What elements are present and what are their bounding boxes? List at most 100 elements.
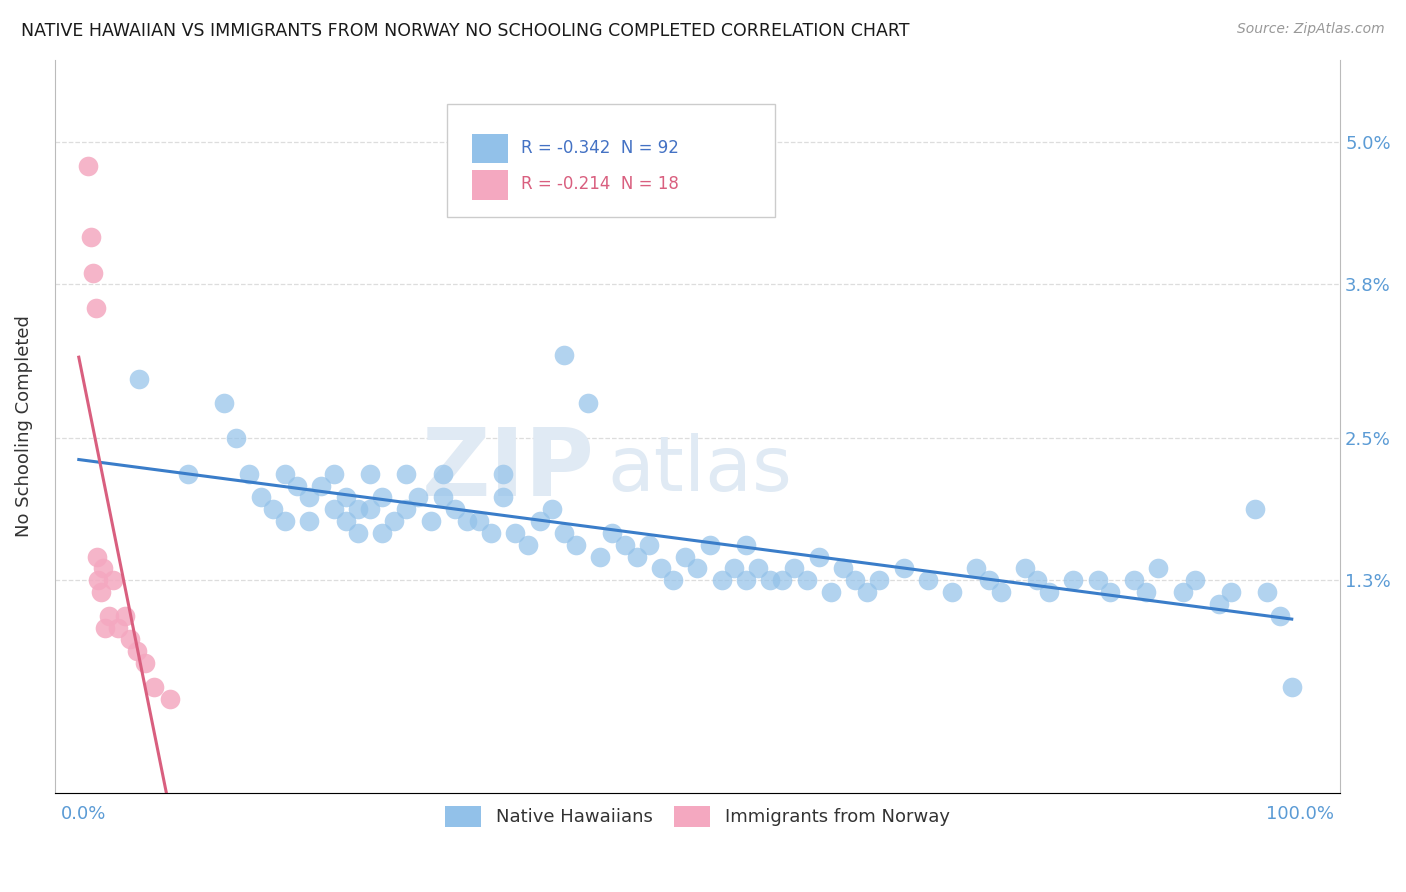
Point: [540, 502, 562, 516]
Point: [1014, 561, 1036, 575]
Point: [94, 621, 117, 635]
Point: [346, 502, 368, 516]
Point: [796, 574, 818, 588]
Point: [98, 608, 121, 623]
Point: [80, 230, 103, 244]
Point: [770, 574, 793, 588]
Point: [335, 514, 357, 528]
Point: [432, 491, 454, 505]
Point: [322, 502, 344, 516]
FancyBboxPatch shape: [447, 103, 775, 218]
Point: [735, 538, 758, 552]
Point: [650, 561, 672, 575]
Point: [990, 585, 1012, 599]
Text: R = -0.342  N = 92: R = -0.342 N = 92: [522, 138, 679, 157]
Point: [456, 514, 478, 528]
Point: [298, 514, 321, 528]
Point: [1281, 680, 1303, 694]
Point: [1268, 608, 1291, 623]
Point: [84, 301, 107, 315]
Point: [602, 526, 624, 541]
Point: [747, 561, 769, 575]
Point: [723, 561, 745, 575]
Point: [832, 561, 855, 575]
Point: [335, 491, 357, 505]
Point: [553, 349, 575, 363]
Point: [274, 467, 297, 481]
Point: [214, 396, 236, 410]
Point: [1026, 574, 1049, 588]
Point: [322, 467, 344, 481]
Point: [965, 561, 987, 575]
Text: 0.0%: 0.0%: [60, 805, 105, 823]
Point: [626, 549, 648, 564]
Bar: [472, 170, 509, 200]
Point: [917, 574, 939, 588]
Point: [238, 467, 260, 481]
Point: [408, 491, 430, 505]
Point: [77, 159, 100, 173]
Point: [101, 574, 124, 588]
Point: [90, 585, 112, 599]
Point: [662, 574, 685, 588]
Point: [274, 514, 297, 528]
Text: NATIVE HAWAIIAN VS IMMIGRANTS FROM NORWAY NO SCHOOLING COMPLETED CORRELATION CHA: NATIVE HAWAIIAN VS IMMIGRANTS FROM NORWA…: [21, 22, 910, 40]
Point: [1062, 574, 1084, 588]
Bar: [472, 134, 509, 163]
Point: [941, 585, 963, 599]
Point: [589, 549, 612, 564]
Text: R = -0.214  N = 18: R = -0.214 N = 18: [522, 176, 679, 194]
Point: [118, 632, 141, 647]
Point: [432, 467, 454, 481]
Point: [553, 526, 575, 541]
Point: [759, 574, 782, 588]
Text: atlas: atlas: [607, 434, 792, 508]
Point: [395, 467, 418, 481]
Point: [820, 585, 842, 599]
Point: [395, 502, 418, 516]
Point: [262, 502, 284, 516]
Point: [1208, 597, 1230, 611]
Point: [1244, 502, 1267, 516]
Point: [311, 478, 333, 492]
Point: [225, 431, 247, 445]
Point: [359, 467, 381, 481]
Point: [1147, 561, 1170, 575]
Point: [382, 514, 405, 528]
Point: [686, 561, 709, 575]
Point: [177, 467, 200, 481]
Point: [868, 574, 890, 588]
Point: [807, 549, 830, 564]
Point: [285, 478, 308, 492]
Point: [1123, 574, 1146, 588]
Point: [82, 266, 104, 280]
Point: [856, 585, 879, 599]
Point: [91, 561, 114, 575]
Point: [371, 491, 394, 505]
Point: [1220, 585, 1243, 599]
Point: [505, 526, 527, 541]
Text: Source: ZipAtlas.com: Source: ZipAtlas.com: [1237, 22, 1385, 37]
Point: [613, 538, 636, 552]
Point: [1098, 585, 1121, 599]
Text: ZIP: ZIP: [422, 425, 595, 516]
Point: [710, 574, 733, 588]
Point: [783, 561, 806, 575]
Point: [492, 491, 515, 505]
Point: [977, 574, 1000, 588]
Text: 100.0%: 100.0%: [1267, 805, 1334, 823]
Point: [359, 502, 381, 516]
Point: [844, 574, 866, 588]
Y-axis label: No Schooling Completed: No Schooling Completed: [15, 316, 32, 537]
Point: [443, 502, 465, 516]
Point: [346, 526, 368, 541]
Point: [125, 644, 148, 658]
Point: [1038, 585, 1060, 599]
Point: [468, 514, 491, 528]
Point: [893, 561, 915, 575]
Point: [128, 372, 150, 386]
Point: [114, 608, 136, 623]
Point: [1087, 574, 1109, 588]
Point: [86, 549, 108, 564]
Point: [371, 526, 394, 541]
